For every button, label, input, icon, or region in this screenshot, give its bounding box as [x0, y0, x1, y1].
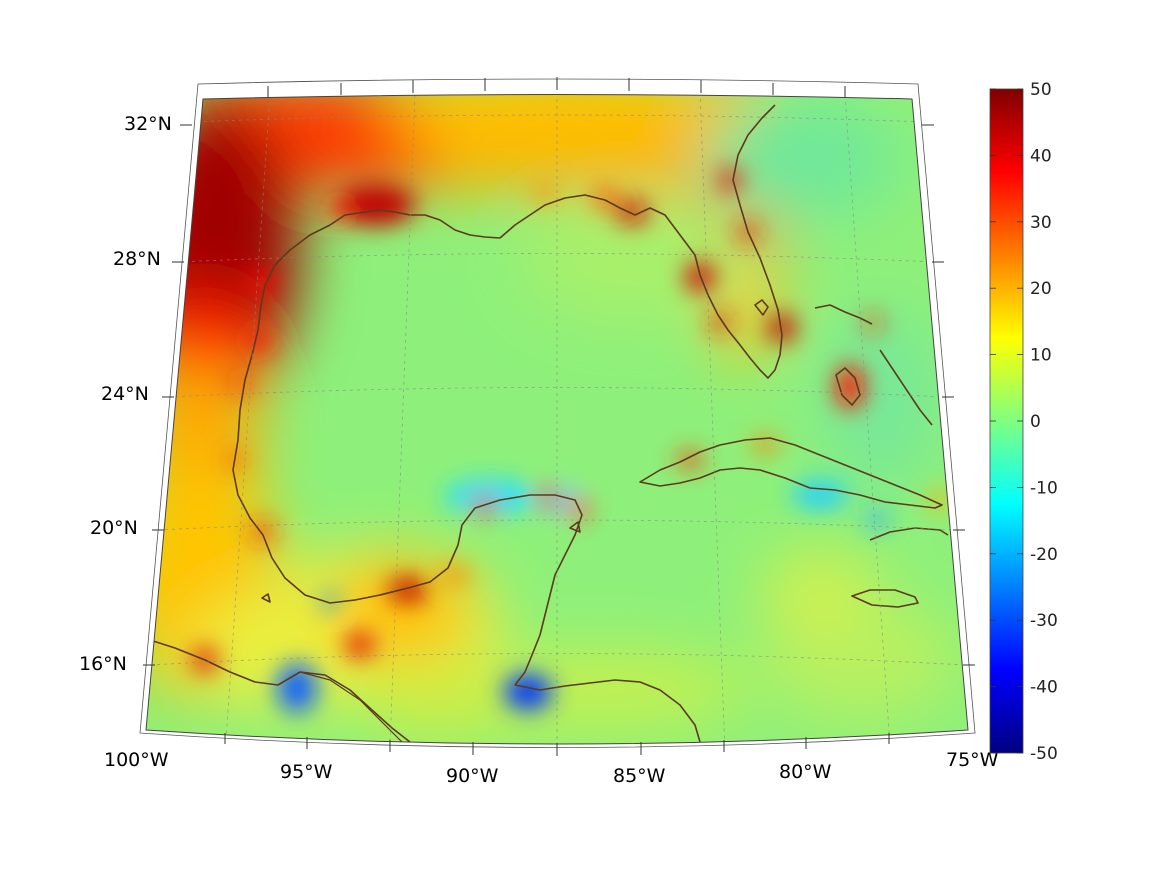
lat-label-28: 28°N — [113, 248, 161, 270]
field-layer — [146, 94, 968, 744]
coastline-bahamas-2 — [814, 304, 873, 325]
coastline-bahamas — [835, 367, 861, 406]
colorbar: 50 40 30 20 10 0 -10 -20 -30 -40 -50 — [989, 80, 1058, 764]
colorbar-tick-label: 40 — [1030, 146, 1052, 166]
map-frame-outer — [139, 78, 976, 748]
grid-lat-32 — [189, 114, 926, 123]
coastline-layer — [149, 104, 949, 744]
colorbar-tick-label: -50 — [1030, 744, 1058, 764]
lon-label-100: 100°W — [104, 749, 169, 771]
colorbar-tick-label: 50 — [1030, 80, 1052, 100]
coastline-cuba — [639, 437, 943, 509]
lat-label-32: 32°N — [124, 113, 172, 135]
lon-label-95: 95°W — [280, 761, 333, 783]
grid-lat-20 — [157, 519, 956, 531]
colorbar-tick-label: 20 — [1030, 279, 1052, 299]
map-frame — [145, 94, 969, 745]
coastline-mexico — [232, 469, 583, 686]
coastline-honduras — [514, 679, 701, 743]
coastline-bahamas-3 — [879, 349, 933, 426]
lat-label-16: 16°N — [79, 653, 127, 675]
grid-lon-95 — [225, 94, 271, 741]
colorbar-ticks: 50 40 30 20 10 0 -10 -20 -30 -40 -50 — [990, 80, 1058, 764]
lat-labels: 32°N 28°N 24°N 20°N 16°N — [79, 113, 172, 675]
colorbar-tick-label: 10 — [1030, 346, 1052, 366]
coastline-gulf — [232, 104, 783, 471]
lat-label-24: 24°N — [101, 383, 149, 405]
colorbar-tick-label: -10 — [1030, 478, 1058, 498]
colorbar-tick-label: 0 — [1030, 412, 1041, 432]
colorbar-tick-label: -30 — [1030, 611, 1058, 631]
colorbar-tick-label: -40 — [1030, 678, 1058, 698]
lon-labels: 100°W 95°W 90°W 85°W 80°W 75°W — [104, 749, 999, 787]
colorbar-tick-label: -20 — [1030, 545, 1058, 565]
graticule — [149, 94, 966, 744]
coastline-pacific — [149, 639, 411, 743]
field-detail — [193, 168, 950, 713]
coastline-okeechobee — [754, 299, 769, 316]
colorbar-tick-label: 30 — [1030, 213, 1052, 233]
lon-label-90: 90°W — [446, 765, 499, 787]
grid-lat-24 — [167, 387, 946, 398]
frame-ticks — [143, 77, 975, 756]
coastline-cozumel — [569, 521, 581, 533]
lon-label-75: 75°W — [946, 749, 999, 771]
lon-label-80: 80°W — [779, 761, 832, 783]
lon-label-85: 85°W — [613, 765, 666, 787]
lat-label-20: 20°N — [90, 517, 138, 539]
border-line — [299, 671, 406, 744]
coastline-jamaica — [851, 589, 919, 608]
coastline-tabasco — [261, 593, 271, 603]
grid-lon-80 — [699, 94, 726, 744]
